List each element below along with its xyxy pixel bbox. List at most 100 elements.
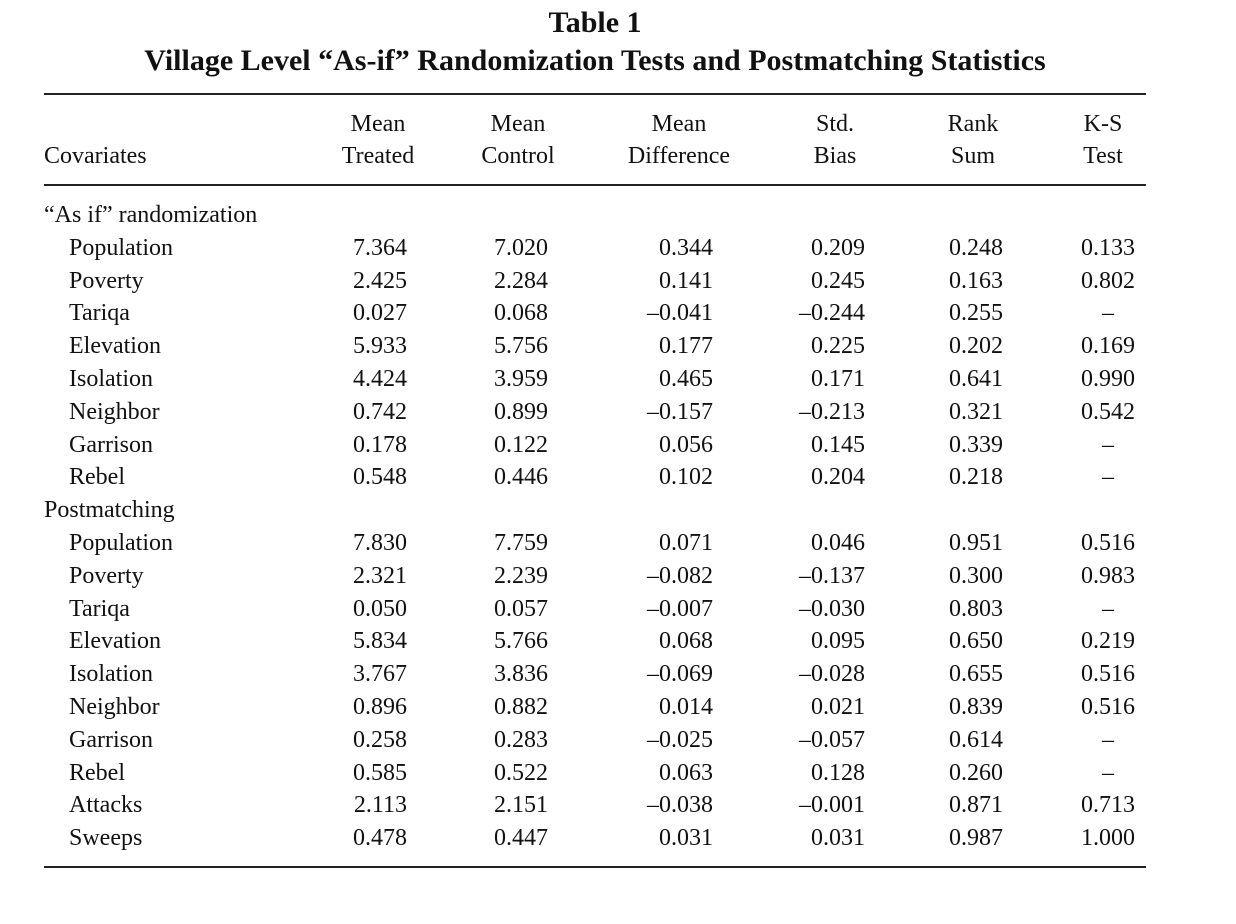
value-cell: –0.137 bbox=[799, 562, 865, 589]
value-cell: 7.020 bbox=[494, 234, 548, 261]
value-cell: 0.056 bbox=[659, 431, 713, 458]
header-rule bbox=[44, 184, 1146, 186]
table-row: Elevation 5.834 5.766 0.068 0.095 0.650 0.219 bbox=[0, 625, 1236, 658]
value-cell: 7.830 bbox=[353, 529, 407, 556]
covariate-name: Population bbox=[69, 529, 174, 556]
value-cell: 0.516 bbox=[1081, 661, 1135, 688]
value-cell: 0.344 bbox=[659, 234, 713, 261]
value-cell: 0.258 bbox=[353, 726, 407, 753]
value-cell: 0.219 bbox=[1081, 628, 1135, 655]
value-cell: 0.899 bbox=[494, 398, 548, 425]
value-cell: 0.882 bbox=[494, 693, 548, 720]
value-cell: 2.321 bbox=[353, 562, 407, 589]
value-cell: 0.063 bbox=[659, 759, 713, 786]
value-cell: 0.655 bbox=[949, 661, 1003, 688]
value-cell: –0.057 bbox=[799, 726, 865, 753]
covariate-name: Elevation bbox=[69, 628, 161, 655]
covariate-name: Tariqa bbox=[69, 595, 130, 622]
value-cell: 5.766 bbox=[494, 628, 548, 655]
table-subtitle: Village Level “As-if” Randomization Test… bbox=[144, 44, 1046, 77]
table-row: Neighbor 0.896 0.882 0.014 0.021 0.839 0.516 bbox=[0, 691, 1236, 724]
table-row: Poverty 2.425 2.284 0.141 0.245 0.163 0.802 bbox=[0, 265, 1236, 298]
value-cell: 0.202 bbox=[949, 333, 1003, 360]
value-cell: 0.650 bbox=[949, 628, 1003, 655]
covariate-name: Tariqa bbox=[69, 300, 130, 327]
value-cell: 0.614 bbox=[949, 726, 1003, 753]
table-row: Attacks 2.113 2.151 –0.038 –0.001 0.871 0.713 bbox=[0, 789, 1236, 822]
value-cell: –0.041 bbox=[647, 300, 713, 327]
value-cell: 0.128 bbox=[811, 759, 865, 786]
value-cell: – bbox=[1102, 726, 1114, 753]
value-cell: 0.057 bbox=[494, 595, 548, 622]
value-cell: 2.239 bbox=[494, 562, 548, 589]
value-cell: 0.522 bbox=[494, 759, 548, 786]
value-cell: 0.446 bbox=[494, 464, 548, 491]
covariate-name: Neighbor bbox=[69, 398, 160, 425]
value-cell: 1.000 bbox=[1081, 825, 1135, 852]
value-cell: 0.321 bbox=[949, 398, 1003, 425]
value-cell: 0.516 bbox=[1081, 529, 1135, 556]
table-row: Rebel 0.548 0.446 0.102 0.204 0.218 – bbox=[0, 461, 1236, 494]
value-cell: 0.987 bbox=[949, 825, 1003, 852]
value-cell: 0.983 bbox=[1081, 562, 1135, 589]
value-cell: 0.225 bbox=[811, 333, 865, 360]
covariate-name: Isolation bbox=[69, 365, 153, 392]
header-mean-control: Mean Control bbox=[481, 111, 555, 169]
value-cell: –0.001 bbox=[799, 792, 865, 819]
value-cell: 0.021 bbox=[811, 693, 865, 720]
value-cell: 0.031 bbox=[811, 825, 865, 852]
value-cell: 0.145 bbox=[811, 431, 865, 458]
value-cell: – bbox=[1102, 464, 1114, 491]
value-cell: 0.339 bbox=[949, 431, 1003, 458]
header-covariates: Covariates bbox=[44, 143, 147, 169]
value-cell: –0.028 bbox=[799, 661, 865, 688]
value-cell: 2.151 bbox=[494, 792, 548, 819]
table-row: Elevation 5.933 5.756 0.177 0.225 0.202 0.169 bbox=[0, 330, 1236, 363]
value-cell: 0.209 bbox=[811, 234, 865, 261]
value-cell: 7.364 bbox=[353, 234, 407, 261]
value-cell: 0.171 bbox=[811, 365, 865, 392]
value-cell: 0.177 bbox=[659, 333, 713, 360]
value-cell: 0.465 bbox=[659, 365, 713, 392]
table-row: Population 7.364 7.020 0.344 0.209 0.248 0.133 bbox=[0, 232, 1236, 265]
covariate-name: Poverty bbox=[69, 267, 144, 294]
value-cell: 0.071 bbox=[659, 529, 713, 556]
value-cell: 4.424 bbox=[353, 365, 407, 392]
table-row: Rebel 0.585 0.522 0.063 0.128 0.260 – bbox=[0, 757, 1236, 790]
value-cell: 0.990 bbox=[1081, 365, 1135, 392]
value-cell: 3.836 bbox=[494, 661, 548, 688]
value-cell: 0.248 bbox=[949, 234, 1003, 261]
value-cell: 0.163 bbox=[949, 267, 1003, 294]
covariate-name: Sweeps bbox=[69, 825, 143, 852]
value-cell: 0.122 bbox=[494, 431, 548, 458]
value-cell: 5.834 bbox=[353, 628, 407, 655]
covariate-name: Poverty bbox=[69, 562, 144, 589]
value-cell: –0.213 bbox=[799, 398, 865, 425]
value-cell: –0.069 bbox=[647, 661, 713, 688]
value-cell: 0.102 bbox=[659, 464, 713, 491]
value-cell: 0.516 bbox=[1081, 693, 1135, 720]
covariate-name: Rebel bbox=[69, 759, 125, 786]
value-cell: 0.050 bbox=[353, 595, 407, 622]
value-cell: 0.068 bbox=[659, 628, 713, 655]
value-cell: –0.157 bbox=[647, 398, 713, 425]
header-rank-sum: Rank Sum bbox=[947, 111, 999, 169]
value-cell: –0.025 bbox=[647, 726, 713, 753]
table-row: Tariqa 0.050 0.057 –0.007 –0.030 0.803 – bbox=[0, 593, 1236, 626]
value-cell: 0.300 bbox=[949, 562, 1003, 589]
value-cell: 0.839 bbox=[949, 693, 1003, 720]
covariate-name: Garrison bbox=[69, 726, 153, 753]
value-cell: 0.548 bbox=[353, 464, 407, 491]
table-row: Isolation 3.767 3.836 –0.069 –0.028 0.655 0.51… bbox=[0, 658, 1236, 691]
value-cell: 0.585 bbox=[353, 759, 407, 786]
section-header-row: “As if” randomization bbox=[0, 199, 1236, 232]
value-cell: 2.284 bbox=[494, 267, 548, 294]
value-cell: – bbox=[1102, 595, 1114, 622]
value-cell: 0.204 bbox=[811, 464, 865, 491]
header-mean-treated: Mean Treated bbox=[341, 111, 415, 169]
section-header-row: Postmatching bbox=[0, 494, 1236, 527]
table-row: Garrison 0.178 0.122 0.056 0.145 0.339 – bbox=[0, 429, 1236, 462]
value-cell: 0.031 bbox=[659, 825, 713, 852]
value-cell: –0.038 bbox=[647, 792, 713, 819]
table-row: Garrison 0.258 0.283 –0.025 –0.057 0.614 – bbox=[0, 724, 1236, 757]
